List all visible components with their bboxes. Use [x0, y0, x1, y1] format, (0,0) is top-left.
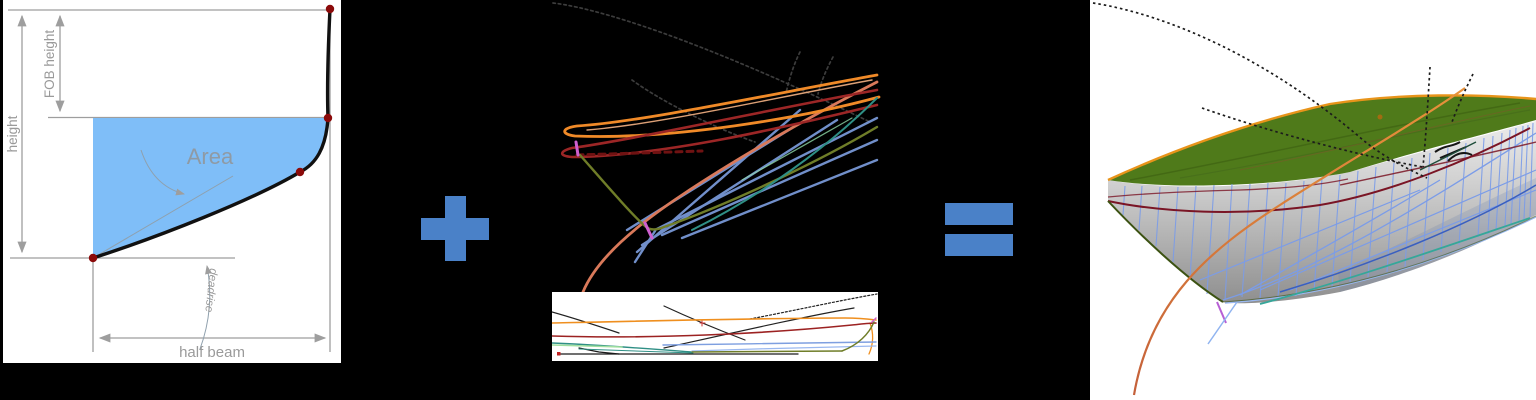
- teal-curve: [691, 97, 878, 231]
- hull-section-curve: [91, 7, 332, 260]
- section-lines: [1122, 122, 1534, 301]
- profile-view: [552, 293, 878, 356]
- hull-3d-render: [1092, 2, 1536, 396]
- bow-edge: [1107, 200, 1224, 303]
- orange-loop: [563, 73, 881, 138]
- equals-bottom-bar: [945, 234, 1013, 256]
- deck-detail-curves: [1129, 102, 1531, 181]
- cross-section-diagram: height FOB height Area deadrise half bea…: [5, 4, 335, 361]
- plus-vertical-bar: [445, 196, 466, 261]
- equals-top-bar: [945, 203, 1013, 225]
- teal-bilge-line: [1259, 217, 1531, 305]
- control-curves-wireframe: [552, 2, 881, 293]
- profile-view-panel: [552, 292, 878, 361]
- bottom-edge: [1222, 215, 1536, 303]
- deadrise-label: deadrise: [202, 268, 219, 313]
- olive-curve: [578, 125, 879, 231]
- diagonal-wires: [1199, 132, 1536, 304]
- dotted-guide-curves: [1092, 2, 1474, 179]
- waterline-curves: [1107, 127, 1536, 213]
- fob-height-label: FOB height: [42, 30, 57, 99]
- control-points: [88, 4, 335, 263]
- deadrise-tangent-line: [92, 175, 234, 259]
- coral-curve: [581, 80, 879, 293]
- stern-squiggle: [1419, 141, 1477, 171]
- coral-bow-curve: [1132, 87, 1466, 396]
- magenta-ticks: [574, 140, 654, 240]
- deck-dot: [1377, 114, 1383, 120]
- sheer-line: [1107, 94, 1536, 182]
- cross-section-panel: height FOB height Area deadrise half bea…: [3, 0, 341, 363]
- dashed-dark-red: [575, 149, 704, 157]
- section-area-fill: [93, 118, 328, 258]
- height-label: height: [5, 115, 20, 152]
- hull-3d-render-panel: [1090, 0, 1536, 400]
- annotation-arrows: [92, 149, 234, 350]
- equals-operator-icon: [945, 203, 1013, 256]
- plus-operator-icon: [421, 196, 489, 261]
- red-marker: [557, 352, 561, 356]
- light-blue-tick: [1207, 301, 1238, 345]
- area-label: Area: [187, 144, 234, 169]
- half-beam-label: half beam: [179, 344, 245, 361]
- salmon-highlight: [586, 79, 873, 131]
- dimension-lines: [8, 9, 331, 352]
- light-green-highlight: [741, 117, 853, 181]
- dark-red-loop: [560, 88, 879, 159]
- deadrise-angle-arrow: [199, 265, 212, 350]
- area-pointer-arrow: [140, 149, 185, 196]
